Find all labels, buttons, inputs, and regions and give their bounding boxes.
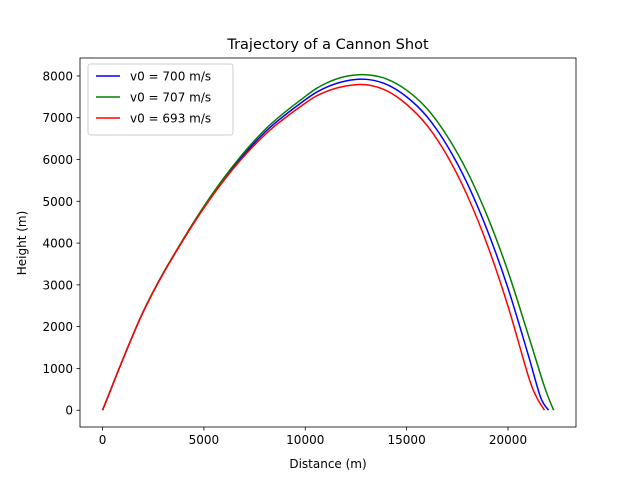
legend-label-2: v0 = 707 m/s — [130, 91, 211, 105]
y-tick-label: 0 — [65, 404, 73, 418]
plot-frame — [79, 57, 577, 428]
chart-title: Trajectory of a Cannon Shot — [226, 37, 429, 53]
y-axis-label: Height (m) — [15, 211, 29, 276]
y-tick-label: 7000 — [42, 111, 73, 125]
y-tick-label: 4000 — [42, 237, 73, 251]
x-tick-label: 20000 — [489, 433, 527, 447]
y-tick-label: 5000 — [42, 195, 73, 209]
x-axis-label: Distance (m) — [289, 457, 366, 471]
series-line-3 — [101, 83, 546, 411]
legend-label-3: v0 = 693 m/s — [130, 112, 211, 126]
x-tick-label: 5000 — [189, 433, 220, 447]
x-tick-label: 10000 — [286, 433, 324, 447]
y-tick-label: 6000 — [42, 153, 73, 167]
legend-box — [87, 63, 234, 136]
x-tick-label: 0 — [99, 433, 107, 447]
y-tick-label: 1000 — [42, 362, 73, 376]
y-tick-label: 3000 — [42, 278, 73, 292]
y-tick-label: 8000 — [42, 69, 73, 83]
x-tick-label: 15000 — [388, 433, 426, 447]
plot-area: 0 5000 10000 15000 20000 0 1000 2000 3000 4000 500… — [42, 57, 577, 447]
y-tick-label: 2000 — [42, 320, 73, 334]
series-line-2 — [101, 73, 555, 411]
legend-label-1: v0 = 700 m/s — [130, 70, 211, 84]
